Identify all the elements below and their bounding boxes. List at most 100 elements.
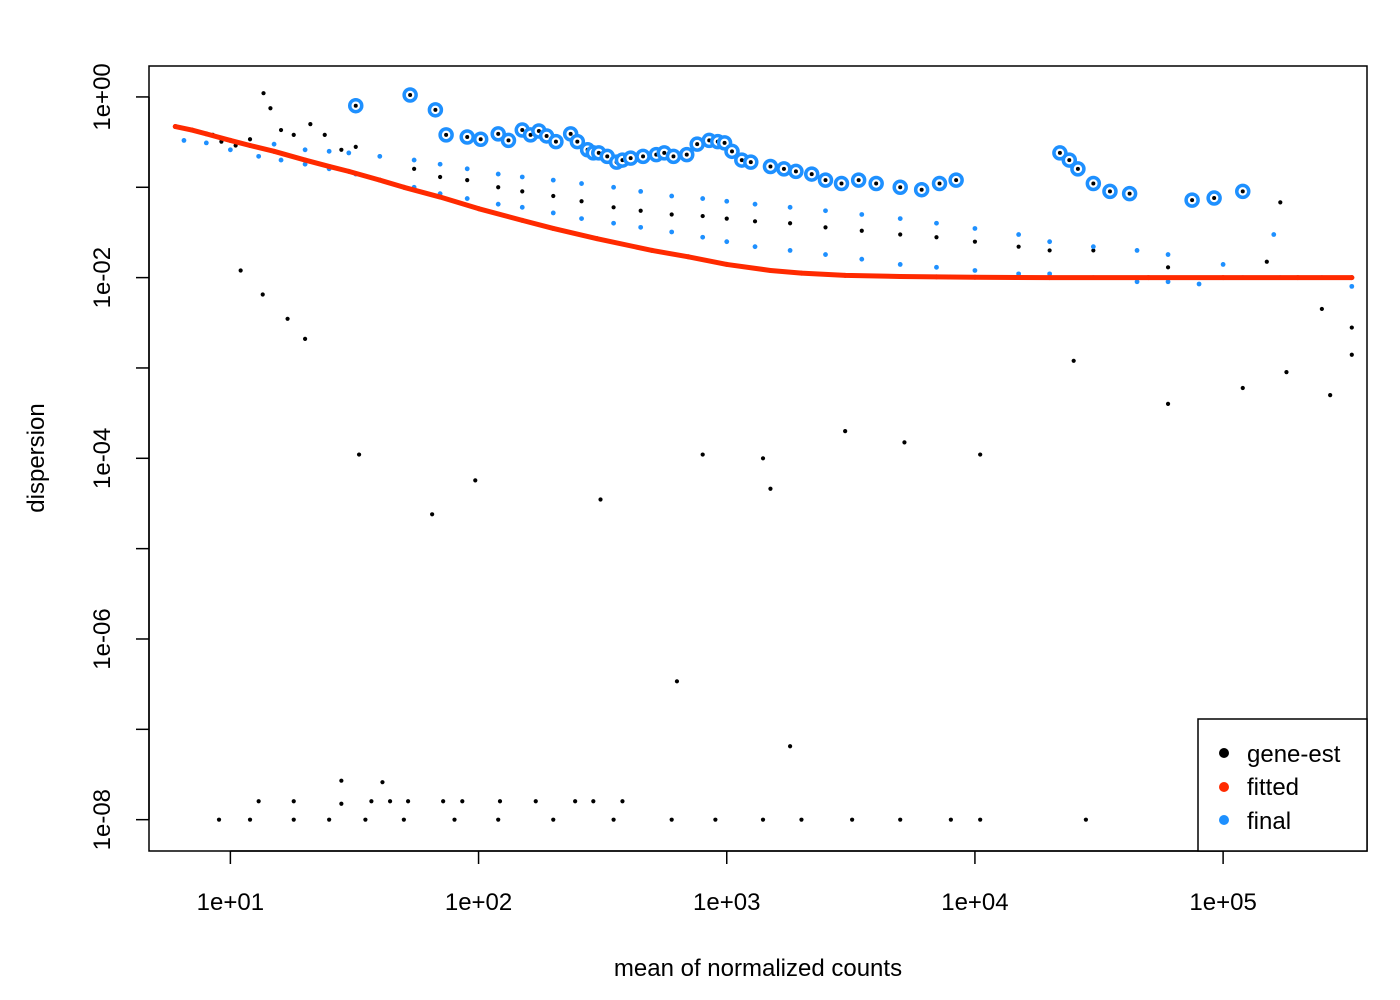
gene-est-point-81 [1083, 817, 1089, 822]
gene-est-point-27 [823, 225, 828, 230]
outlier-center-17 [596, 150, 601, 155]
final-point-19 [700, 234, 706, 240]
final-point-57 [823, 208, 828, 214]
gene-est-point-6 [278, 127, 284, 133]
final-point-12 [495, 201, 501, 207]
legend-marker-final [1219, 815, 1229, 825]
final-point-20 [724, 239, 730, 245]
fitted-point-4 [247, 143, 253, 149]
fitted-point-1 [189, 127, 195, 133]
gene-est-point-40 [1349, 325, 1354, 330]
gene-est-point-7 [291, 132, 296, 137]
outlier-center-52 [1190, 198, 1195, 203]
gene-est-point-59 [1240, 385, 1245, 391]
outlier-center-42 [898, 185, 903, 190]
gene-est-point-83 [291, 799, 296, 804]
outlier-center-54 [1240, 189, 1245, 194]
outlier-center-48 [1075, 166, 1080, 171]
final-point-18 [669, 229, 675, 235]
y-tick-label-0: 1e-08 [89, 789, 116, 850]
gene-est-point-25 [752, 219, 758, 224]
fitted-point-17 [685, 254, 691, 260]
outlier-center-39 [839, 181, 844, 186]
final-point-49 [579, 181, 584, 186]
fitted-point-14 [550, 225, 556, 231]
final-point-4 [278, 157, 284, 163]
gene-est-point-32 [1016, 244, 1021, 249]
fitted-layer [172, 124, 1355, 281]
final-point-16 [611, 220, 616, 226]
gene-est-point-53 [787, 744, 793, 749]
legend-label-gene-est: gene-est [1247, 741, 1341, 768]
gene-est-point-66 [327, 817, 332, 822]
gene-est-point-39 [1319, 306, 1324, 312]
fitted-point-25 [1047, 275, 1053, 281]
outlier-center-21 [628, 156, 633, 161]
fitted-dispersion-curve [172, 124, 1355, 281]
outlier-center-38 [823, 178, 828, 183]
gene-est-point-96 [380, 780, 385, 785]
fitted-point-26 [1145, 275, 1151, 281]
final-point-3 [256, 153, 262, 159]
final-point-40 [326, 148, 332, 154]
gene-est-point-54 [843, 429, 848, 434]
gene-est-point-3 [247, 137, 253, 142]
x-axis-title: mean of normalized counts [614, 955, 902, 982]
outlier-center-33 [748, 160, 753, 165]
outlier-center-3 [444, 132, 449, 137]
fitted-point-13 [519, 217, 525, 223]
final-point-62 [1016, 232, 1022, 237]
outlier-center-25 [671, 154, 676, 159]
final-point-26 [934, 264, 939, 270]
final-point-32 [1165, 279, 1171, 285]
final-point-39 [302, 147, 308, 153]
gene-est-point-93 [591, 799, 596, 804]
final-point-23 [823, 252, 828, 257]
outlier-center-10 [536, 128, 541, 133]
fitted-point-7 [326, 163, 332, 169]
gene-est-point-94 [620, 799, 625, 804]
fitted-point-0 [172, 124, 178, 130]
final-point-46 [495, 171, 501, 177]
gene-est-point-11 [353, 144, 358, 149]
outlier-center-51 [1127, 191, 1132, 196]
final-point-29 [1047, 271, 1053, 277]
final-point-33 [1196, 281, 1202, 287]
outlier-center-5 [478, 137, 483, 142]
gene-est-point-35 [1165, 265, 1171, 270]
y-tick-label-4: 1e-04 [89, 428, 116, 489]
outlier-center-14 [575, 139, 580, 144]
gene-est-point-58 [1165, 401, 1171, 407]
x-axis: 1e+01 1e+02 1e+03 1e+04 1e+05 [197, 850, 1257, 916]
final-point-43 [411, 157, 417, 163]
outlier-center-32 [739, 158, 744, 163]
gene-est-point-31 [972, 239, 978, 244]
fitted-point-23 [933, 274, 939, 280]
final-point-2 [227, 147, 233, 153]
fitted-point-10 [401, 184, 407, 190]
final-point-13 [519, 204, 525, 210]
gene-est-point-74 [713, 817, 718, 822]
fitted-point-29 [1349, 275, 1355, 281]
gene-est-point-63 [216, 817, 222, 822]
outlier-center-12 [553, 139, 558, 144]
gene-est-point-87 [405, 799, 411, 804]
gene-est-point-71 [551, 817, 556, 822]
plot-area [148, 65, 1368, 852]
legend-label-fitted: fitted [1247, 774, 1299, 801]
final-point-31 [1134, 279, 1140, 285]
outlier-center-1 [408, 93, 413, 98]
gene-est-point-76 [799, 817, 804, 822]
gene-est-point-78 [898, 817, 903, 822]
outlier-center-24 [662, 150, 667, 155]
y-tick-label-8: 1e+00 [89, 63, 116, 130]
final-point-64 [1090, 244, 1096, 250]
final-point-17 [638, 224, 644, 230]
x-tick-label-2: 1e+03 [693, 889, 760, 916]
gene-est-point-21 [638, 208, 643, 213]
fitted-point-12 [476, 206, 482, 212]
gene-est-point-73 [669, 817, 674, 822]
gene-est-point-4 [261, 91, 266, 96]
outlier-center-31 [730, 149, 735, 154]
